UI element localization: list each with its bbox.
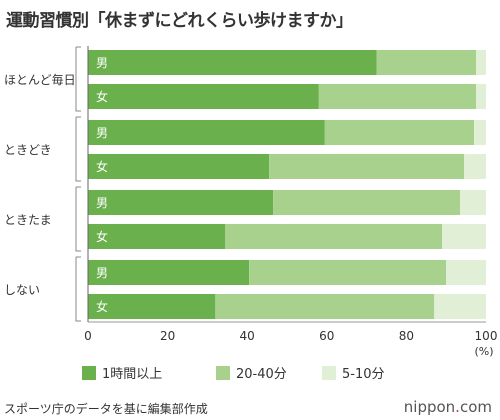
group-label: ときどき — [4, 143, 52, 157]
legend-swatch — [82, 366, 96, 380]
bar-segment — [460, 190, 486, 215]
bar-segment — [88, 84, 319, 109]
bar-segment — [88, 154, 270, 179]
bar-segment — [474, 120, 486, 145]
bar-segment — [476, 50, 486, 75]
bar-segment — [318, 84, 477, 109]
brand-prefix: nippon — [403, 398, 456, 416]
legend-swatch — [322, 366, 336, 380]
brand-logo: nippon.com — [404, 398, 492, 416]
bar-segment — [225, 224, 443, 249]
bar-label: 女 — [96, 299, 108, 314]
legend-swatch — [216, 366, 230, 380]
bar-label: 男 — [96, 56, 108, 70]
bar-label: 女 — [96, 229, 108, 244]
group-bracket — [75, 256, 81, 322]
bar-label: 女 — [96, 89, 108, 104]
bar-segment — [88, 120, 325, 145]
bar-label: 女 — [96, 159, 108, 174]
group-label: しない — [4, 283, 40, 297]
bar-segment — [88, 294, 216, 319]
bar-segment — [88, 190, 274, 215]
x-tick-label: 80 — [399, 329, 414, 343]
brand-suffix: com — [459, 398, 492, 416]
bar-segment — [324, 120, 475, 145]
bar-segment — [434, 294, 486, 319]
bar-segment — [269, 154, 465, 179]
x-axis-unit: (%) — [474, 345, 493, 358]
bar-segment — [376, 50, 477, 75]
x-tick-label: 100 — [475, 329, 498, 343]
legend-label: 20-40分 — [236, 367, 287, 382]
group-label: ときたま — [4, 213, 52, 227]
legend-label: 5-10分 — [342, 367, 385, 382]
x-tick-label: 40 — [240, 329, 255, 343]
bar-segment — [215, 294, 435, 319]
x-tick-label: 20 — [160, 329, 175, 343]
bar-segment — [446, 260, 486, 285]
group-label: ほとんど毎日 — [4, 72, 76, 87]
bar-segment — [464, 154, 486, 179]
bar-label: 男 — [96, 126, 108, 140]
x-tick-label: 0 — [84, 329, 92, 343]
bar-segment — [476, 84, 486, 109]
source-note: スポーツ庁のデータを基に編集部作成 — [4, 402, 208, 416]
bar-segment — [88, 50, 377, 75]
bar-segment — [273, 190, 461, 215]
bar-segment — [249, 260, 447, 285]
bar-label: 男 — [96, 266, 108, 280]
brand-dot: . — [455, 398, 460, 416]
legend-label: 1時間以上 — [102, 367, 162, 382]
group-bracket — [75, 186, 81, 252]
bar-segment — [442, 224, 486, 249]
chart-title: 運動習慣別「休まずにどれくらい歩けますか」 — [6, 11, 353, 31]
group-bracket — [75, 46, 81, 112]
bar-label: 男 — [96, 196, 108, 210]
bar-segment — [88, 224, 226, 249]
group-bracket — [75, 116, 81, 182]
x-tick-label: 60 — [319, 329, 334, 343]
bar-segment — [88, 260, 250, 285]
